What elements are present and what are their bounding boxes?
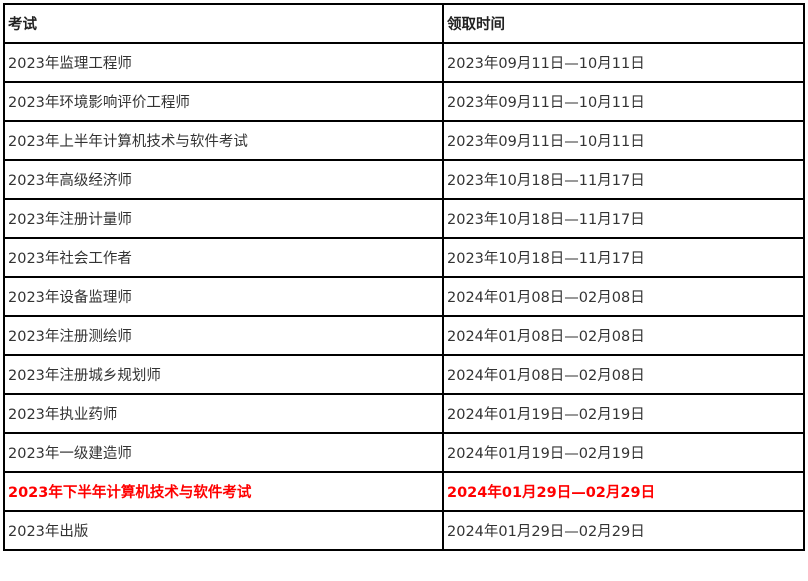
header-exam: 考试	[3, 3, 444, 44]
table-row: 2023年设备监理师 2024年01月08日—02月08日	[3, 276, 805, 317]
exam-name-cell: 2023年监理工程师	[3, 42, 444, 83]
collection-time-cell: 2024年01月08日—02月08日	[442, 276, 805, 317]
exam-name-cell: 2023年下半年计算机技术与软件考试	[3, 471, 444, 512]
table-row: 2023年执业药师 2024年01月19日—02月19日	[3, 393, 805, 434]
collection-time-cell: 2023年10月18日—11月17日	[442, 237, 805, 278]
exam-name-cell: 2023年高级经济师	[3, 159, 444, 200]
collection-time-cell: 2024年01月08日—02月08日	[442, 354, 805, 395]
table-row: 2023年注册测绘师 2024年01月08日—02月08日	[3, 315, 805, 356]
collection-time-cell: 2023年09月11日—10月11日	[442, 42, 805, 83]
exam-name-cell: 2023年社会工作者	[3, 237, 444, 278]
exam-name-cell: 2023年出版	[3, 510, 444, 551]
table-row: 2023年注册城乡规划师 2024年01月08日—02月08日	[3, 354, 805, 395]
exam-name-cell: 2023年一级建造师	[3, 432, 444, 473]
exam-certificate-table: 考试 领取时间 2023年监理工程师 2023年09月11日—10月11日 2023…	[3, 3, 805, 551]
collection-time-cell: 2023年09月11日—10月11日	[442, 81, 805, 122]
collection-time-cell: 2024年01月19日—02月19日	[442, 432, 805, 473]
collection-time-cell: 2024年01月29日—02月29日	[442, 471, 805, 512]
collection-time-cell: 2023年10月18日—11月17日	[442, 198, 805, 239]
table-header-row: 考试 领取时间	[3, 3, 805, 44]
collection-time-cell: 2024年01月29日—02月29日	[442, 510, 805, 551]
table-row: 2023年下半年计算机技术与软件考试 2024年01月29日—02月29日	[3, 471, 805, 512]
table-row: 2023年环境影响评价工程师 2023年09月11日—10月11日	[3, 81, 805, 122]
collection-time-cell: 2023年09月11日—10月11日	[442, 120, 805, 161]
table-row: 2023年出版 2024年01月29日—02月29日	[3, 510, 805, 551]
exam-name-cell: 2023年注册城乡规划师	[3, 354, 444, 395]
collection-time-cell: 2024年01月19日—02月19日	[442, 393, 805, 434]
table-row: 2023年注册计量师 2023年10月18日—11月17日	[3, 198, 805, 239]
exam-name-cell: 2023年执业药师	[3, 393, 444, 434]
table-row: 2023年高级经济师 2023年10月18日—11月17日	[3, 159, 805, 200]
table-row: 2023年监理工程师 2023年09月11日—10月11日	[3, 42, 805, 83]
header-time: 领取时间	[442, 3, 805, 44]
exam-name-cell: 2023年注册测绘师	[3, 315, 444, 356]
exam-name-cell: 2023年上半年计算机技术与软件考试	[3, 120, 444, 161]
exam-name-cell: 2023年设备监理师	[3, 276, 444, 317]
table-row: 2023年上半年计算机技术与软件考试 2023年09月11日—10月11日	[3, 120, 805, 161]
collection-time-cell: 2023年10月18日—11月17日	[442, 159, 805, 200]
collection-time-cell: 2024年01月08日—02月08日	[442, 315, 805, 356]
table-row: 2023年一级建造师 2024年01月19日—02月19日	[3, 432, 805, 473]
exam-name-cell: 2023年环境影响评价工程师	[3, 81, 444, 122]
table-row: 2023年社会工作者 2023年10月18日—11月17日	[3, 237, 805, 278]
exam-name-cell: 2023年注册计量师	[3, 198, 444, 239]
